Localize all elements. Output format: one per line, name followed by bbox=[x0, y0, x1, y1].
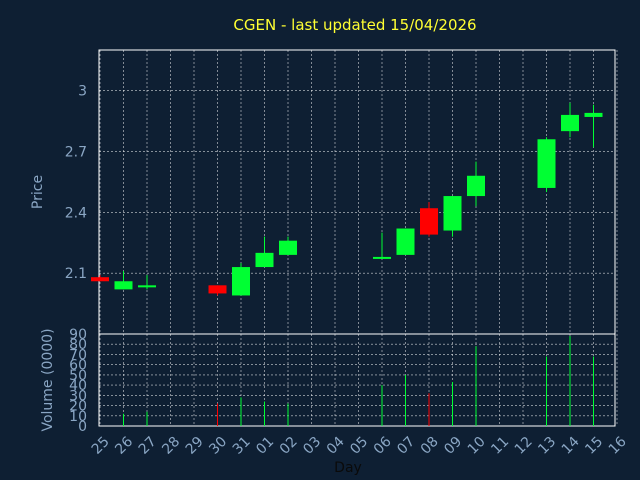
candle-body bbox=[279, 240, 297, 255]
volume-tick-label: 10 bbox=[69, 409, 87, 425]
grid-lines bbox=[99, 50, 618, 427]
x-tick-label: 30 bbox=[206, 434, 230, 458]
x-tick-label: 01 bbox=[253, 434, 277, 458]
x-tick-label: 29 bbox=[183, 434, 207, 458]
price-panel bbox=[98, 49, 616, 335]
volume-tick-label: 70 bbox=[69, 347, 87, 363]
x-tick-label: 13 bbox=[535, 434, 559, 458]
chart-title: CGEN - last updated 15/04/2026 bbox=[233, 16, 476, 34]
x-tick-label: 07 bbox=[394, 434, 418, 458]
volume-panel bbox=[98, 333, 616, 427]
candle-body bbox=[443, 196, 462, 231]
price-tick-label: 2.7 bbox=[65, 144, 87, 160]
x-tick-label: 14 bbox=[559, 434, 583, 458]
x-tick-label: 16 bbox=[606, 434, 630, 458]
volume-tick-label: 80 bbox=[69, 337, 87, 353]
candle-body bbox=[420, 208, 438, 235]
x-tick-label: 26 bbox=[112, 434, 136, 458]
candle-body bbox=[208, 285, 227, 294]
x-tick-label: 05 bbox=[347, 434, 371, 458]
candle-body bbox=[373, 256, 391, 259]
x-tick-label: 27 bbox=[136, 434, 160, 458]
candle-body bbox=[114, 281, 133, 290]
x-tick-label: 10 bbox=[465, 434, 489, 458]
x-tick-label: 02 bbox=[277, 434, 301, 458]
x-tick-label: 15 bbox=[582, 434, 606, 458]
price-tick-label: 2.1 bbox=[65, 266, 87, 282]
x-tick-label: 06 bbox=[371, 434, 395, 458]
candles bbox=[91, 102, 603, 296]
candle-body bbox=[561, 114, 579, 132]
x-tick-label: 25 bbox=[89, 434, 113, 458]
volume-tick-label: 50 bbox=[69, 368, 87, 384]
volume-tick-label: 20 bbox=[69, 399, 87, 415]
x-tick-label: 28 bbox=[159, 434, 183, 458]
candle-body bbox=[91, 277, 109, 282]
volume-tick-label: 60 bbox=[69, 358, 87, 374]
candle-body bbox=[467, 175, 485, 197]
x-tick-label: 09 bbox=[441, 434, 465, 458]
x-tick-label: 31 bbox=[230, 434, 254, 458]
candle-body bbox=[255, 252, 274, 268]
candle-body bbox=[232, 267, 250, 296]
candle-body bbox=[584, 112, 603, 117]
x-tick-label: 03 bbox=[300, 434, 324, 458]
candle-body bbox=[537, 139, 556, 188]
x-tick-label: 04 bbox=[324, 434, 348, 458]
candle-body bbox=[396, 228, 415, 255]
volume-tick-label: 30 bbox=[69, 388, 87, 404]
price-tick-label: 3 bbox=[78, 84, 87, 100]
volume-tick-label: 40 bbox=[69, 378, 87, 394]
volume-axis-label: Volume (0000) bbox=[40, 328, 56, 431]
volume-tick-label: 0 bbox=[78, 419, 87, 435]
volume-tick-label: 90 bbox=[69, 327, 87, 343]
price-axis-label: Price bbox=[30, 175, 46, 209]
x-tick-label: 08 bbox=[418, 434, 442, 458]
x-tick-label: 12 bbox=[512, 434, 536, 458]
price-tick-label: 2.4 bbox=[65, 205, 87, 221]
volume-bars bbox=[123, 336, 594, 426]
x-tick-label: 11 bbox=[488, 434, 512, 458]
candle-body bbox=[138, 285, 156, 288]
x-axis-label: Day bbox=[334, 460, 362, 476]
